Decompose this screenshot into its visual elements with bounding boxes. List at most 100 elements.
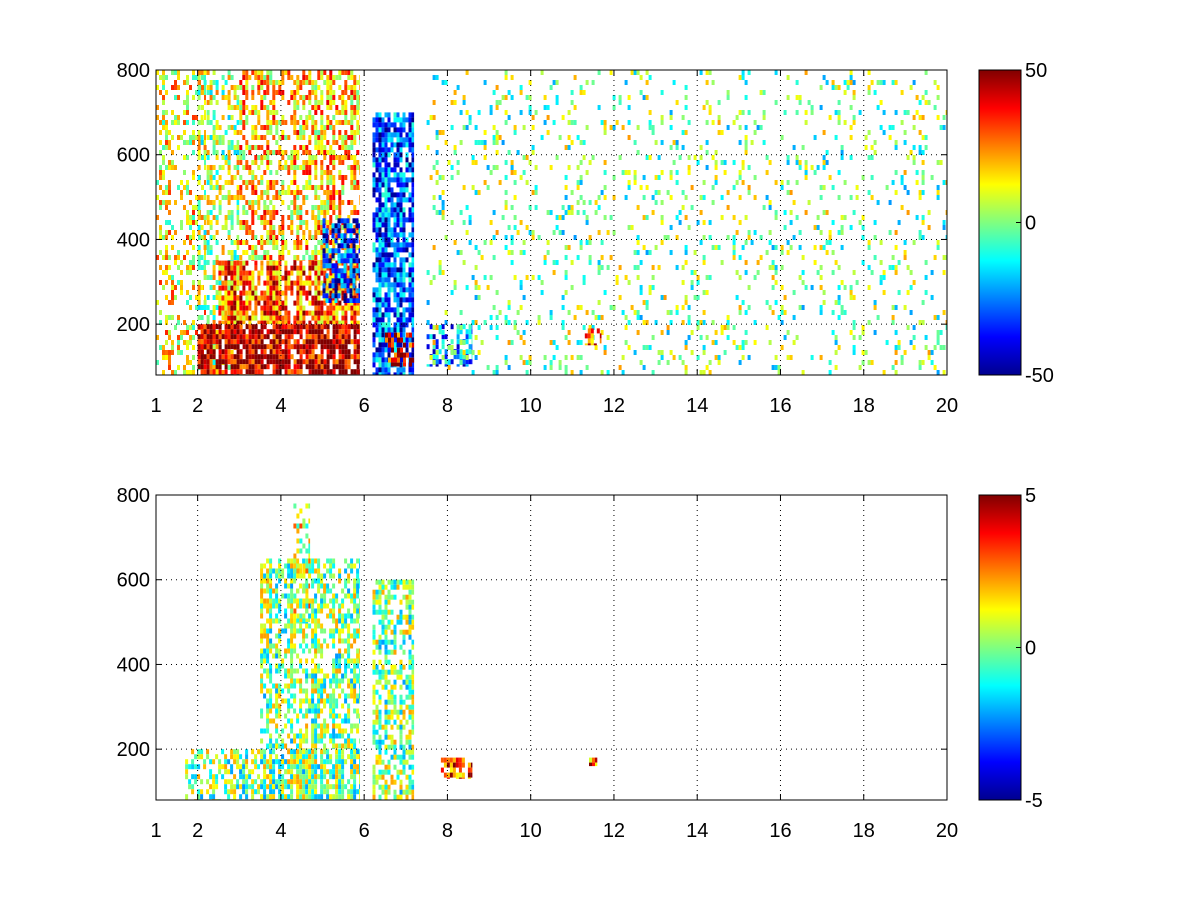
heatmap-cell (381, 372, 385, 375)
heatmap-cell (822, 160, 826, 165)
heatmap-cell (242, 120, 246, 125)
heatmap-cell (657, 175, 661, 180)
heatmap-cell (402, 257, 406, 263)
heatmap-cell (519, 355, 523, 360)
heatmap-cell (375, 162, 379, 168)
heatmap-cell (236, 354, 240, 360)
heatmap-cell (314, 265, 318, 271)
heatmap-cell (372, 292, 376, 298)
heatmap-cell (387, 287, 391, 293)
heatmap-cell (810, 165, 814, 170)
heatmap-cell (209, 344, 213, 350)
heatmap-cell (837, 345, 841, 350)
heatmap-cell (200, 140, 204, 145)
heatmap-cell (669, 175, 673, 180)
heatmap-cell (278, 305, 282, 311)
heatmap-cell (329, 150, 333, 155)
heatmap-cell (233, 280, 237, 286)
heatmap-cell (609, 305, 613, 310)
heatmap-cell (320, 110, 324, 115)
heatmap-cell (837, 85, 841, 90)
heatmap-cell (248, 200, 252, 205)
heatmap-cell (549, 365, 553, 370)
heatmap-cell (441, 205, 445, 210)
heatmap-cell (248, 315, 252, 321)
heatmap-cell (504, 70, 508, 75)
heatmap-cell (206, 150, 210, 155)
heatmap-cell (570, 140, 574, 145)
heatmap-cell (358, 228, 360, 234)
heatmap-cell (372, 352, 376, 358)
heatmap-cell (375, 187, 379, 193)
heatmap-cell (381, 257, 385, 263)
heatmap-cell (378, 277, 382, 283)
heatmap-cell (314, 95, 318, 100)
heatmap-cell (221, 165, 225, 170)
heatmap-cell (284, 369, 288, 375)
heatmap-cell (299, 125, 303, 130)
heatmap-cell (221, 280, 225, 286)
heatmap-cell (564, 365, 568, 370)
heatmap-cell (317, 339, 321, 345)
heatmap-cell (405, 307, 409, 313)
heatmap-cell (429, 355, 433, 360)
heatmap-cell (311, 250, 315, 255)
heatmap-cell (186, 300, 189, 305)
heatmap-cell (375, 297, 379, 303)
heatmap-cell (660, 240, 664, 245)
heatmap-cell (329, 305, 333, 311)
heatmap-cell (561, 215, 565, 220)
heatmap-cell (236, 170, 240, 175)
heatmap-cell (636, 235, 640, 240)
heatmap-cell (399, 282, 403, 288)
heatmap-cell (165, 140, 168, 145)
heatmap-cell (296, 225, 300, 230)
heatmap-cell (272, 100, 276, 105)
heatmap-cell (495, 290, 499, 295)
heatmap-cell (326, 105, 330, 110)
heatmap-cell (885, 185, 889, 190)
heatmap-cell (552, 355, 556, 360)
heatmap-cell (272, 205, 276, 210)
heatmap-cell (355, 223, 359, 229)
heatmap-cell (945, 110, 947, 115)
heatmap-cell (501, 95, 505, 100)
heatmap-cell (474, 295, 478, 300)
heatmap-cell (356, 160, 360, 165)
heatmap-cell (387, 217, 391, 223)
heatmap-cell (269, 170, 273, 175)
heatmap-cell (281, 75, 285, 80)
heatmap-cell (177, 185, 180, 190)
heatmap-cell (251, 190, 255, 195)
heatmap-cell (332, 185, 336, 190)
heatmap-cell (224, 260, 228, 266)
heatmap-cell (353, 110, 357, 115)
heatmap-cell (281, 320, 285, 325)
heatmap-cell (393, 272, 397, 278)
heatmap-cell (186, 370, 189, 375)
heatmap-cell (849, 80, 853, 85)
heatmap-cell (212, 789, 216, 795)
heatmap-cell (206, 779, 210, 785)
heatmap-cell (326, 170, 330, 175)
heatmap-cell (397, 362, 400, 367)
heatmap-cell (375, 217, 379, 223)
heatmap-cell (777, 370, 781, 375)
heatmap-cell (399, 357, 403, 363)
heatmap-cell (308, 170, 312, 175)
heatmap-cell (230, 339, 234, 345)
heatmap-cell (200, 235, 204, 240)
heatmap-cell (897, 220, 901, 225)
heatmap-cell (197, 349, 201, 355)
heatmap-cell (411, 262, 415, 268)
heatmap-cell (186, 290, 189, 295)
heatmap-cell (165, 125, 168, 130)
heatmap-cell (218, 270, 222, 276)
heatmap-cell (388, 357, 391, 363)
heatmap-cell (903, 110, 907, 115)
heatmap-cell (732, 215, 736, 220)
heatmap-cell (162, 355, 165, 360)
heatmap-cell (495, 140, 499, 145)
heatmap-cell (396, 132, 400, 138)
heatmap-cell (245, 305, 249, 311)
